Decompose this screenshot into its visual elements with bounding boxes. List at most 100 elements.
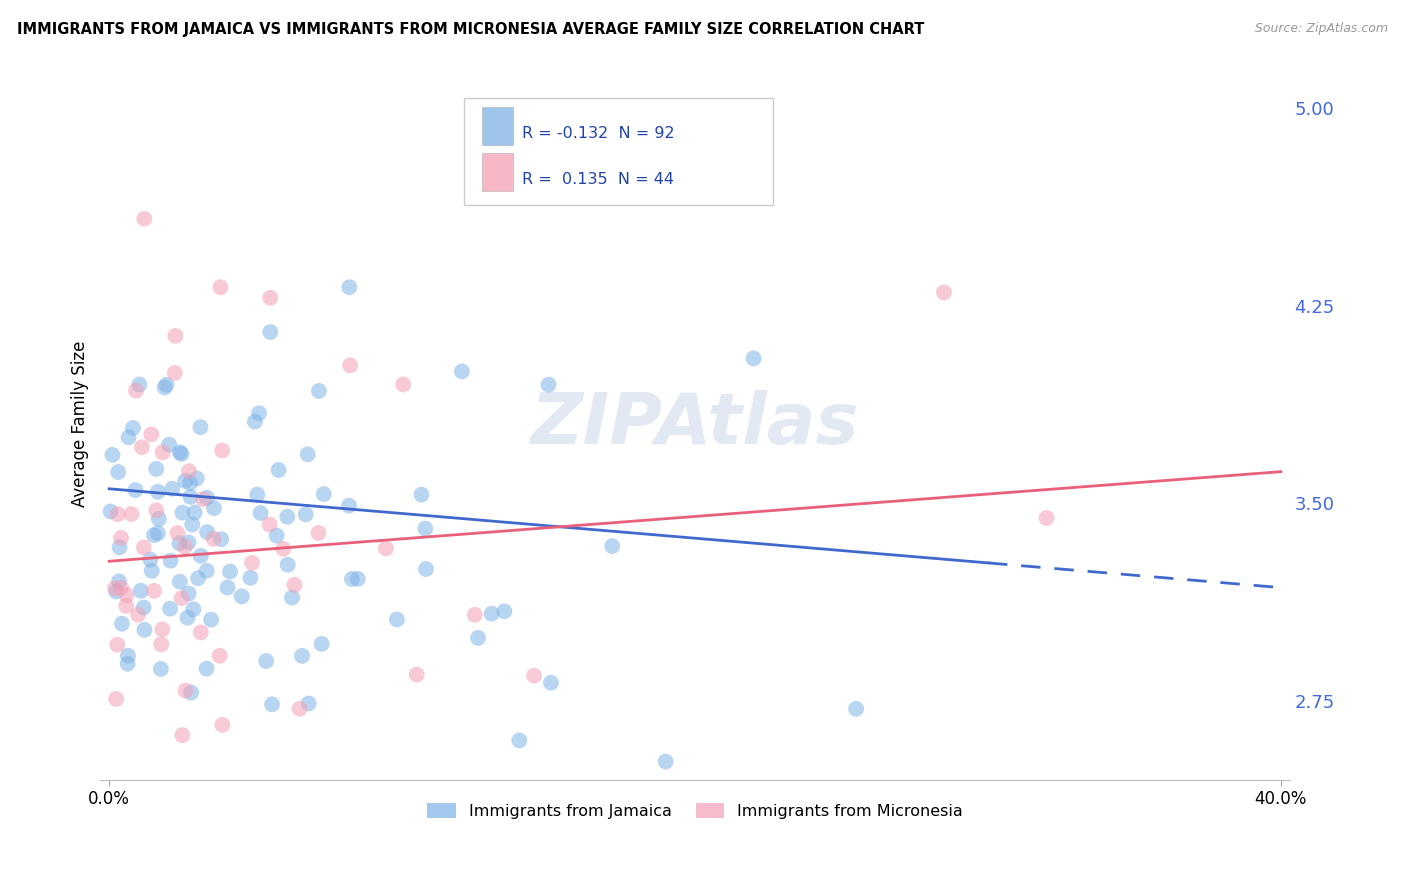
Point bbox=[281, 591, 304, 605]
Point bbox=[157, 438, 180, 452]
Point bbox=[260, 698, 283, 712]
Point bbox=[124, 483, 146, 497]
Point bbox=[134, 623, 156, 637]
Point bbox=[125, 384, 148, 398]
Point bbox=[346, 572, 368, 586]
Point bbox=[195, 564, 218, 578]
Point bbox=[105, 692, 128, 706]
Point bbox=[508, 733, 530, 747]
Point bbox=[267, 463, 290, 477]
Point bbox=[115, 588, 138, 602]
Text: Source: ZipAtlas.com: Source: ZipAtlas.com bbox=[1254, 22, 1388, 36]
Point bbox=[202, 501, 225, 516]
Point bbox=[246, 488, 269, 502]
Point bbox=[176, 610, 198, 624]
Point bbox=[195, 524, 218, 539]
Point bbox=[105, 638, 128, 652]
Point bbox=[297, 447, 319, 461]
Legend: Immigrants from Jamaica, Immigrants from Micronesia: Immigrants from Jamaica, Immigrants from… bbox=[420, 797, 969, 825]
Point bbox=[163, 366, 186, 380]
Point bbox=[374, 541, 396, 556]
Point bbox=[159, 554, 181, 568]
Point bbox=[415, 562, 437, 576]
Point bbox=[100, 504, 122, 518]
Point bbox=[148, 512, 170, 526]
Point bbox=[298, 697, 321, 711]
Point bbox=[190, 420, 212, 434]
Point bbox=[183, 506, 205, 520]
Point bbox=[411, 488, 433, 502]
Point bbox=[186, 471, 208, 485]
Point bbox=[110, 581, 132, 595]
Text: R = -0.132  N = 92: R = -0.132 N = 92 bbox=[522, 127, 675, 142]
Point bbox=[150, 623, 173, 637]
Point bbox=[190, 549, 212, 563]
Point bbox=[107, 507, 129, 521]
Point bbox=[108, 540, 131, 554]
Point bbox=[405, 667, 427, 681]
Point bbox=[152, 445, 174, 459]
Point bbox=[117, 648, 139, 663]
Y-axis label: Average Family Size: Average Family Size bbox=[72, 341, 89, 508]
Point bbox=[146, 484, 169, 499]
Point bbox=[191, 492, 214, 507]
Point bbox=[277, 558, 299, 572]
Point bbox=[294, 508, 316, 522]
Point bbox=[108, 574, 131, 589]
Text: R =  0.135  N = 44: R = 0.135 N = 44 bbox=[522, 171, 673, 186]
Point bbox=[266, 528, 288, 542]
Point bbox=[129, 583, 152, 598]
Point bbox=[172, 728, 194, 742]
Point bbox=[247, 406, 270, 420]
Point bbox=[288, 702, 311, 716]
Point bbox=[337, 280, 360, 294]
Point bbox=[209, 532, 232, 546]
Point bbox=[107, 465, 129, 479]
Point bbox=[165, 329, 187, 343]
Point bbox=[110, 531, 132, 545]
Point bbox=[523, 668, 546, 682]
Point bbox=[464, 607, 486, 622]
Point bbox=[254, 654, 277, 668]
Point bbox=[249, 806, 271, 821]
Point bbox=[145, 462, 167, 476]
Point bbox=[200, 613, 222, 627]
Point bbox=[132, 600, 155, 615]
Point bbox=[117, 657, 139, 671]
Point bbox=[149, 662, 172, 676]
Point bbox=[600, 539, 623, 553]
Point bbox=[467, 631, 489, 645]
Point bbox=[494, 604, 516, 618]
Point bbox=[540, 675, 562, 690]
Point bbox=[217, 581, 239, 595]
Point bbox=[312, 487, 335, 501]
Point bbox=[169, 574, 191, 589]
Point bbox=[139, 552, 162, 566]
Point bbox=[240, 556, 263, 570]
Text: IMMIGRANTS FROM JAMAICA VS IMMIGRANTS FROM MICRONESIA AVERAGE FAMILY SIZE CORREL: IMMIGRANTS FROM JAMAICA VS IMMIGRANTS FR… bbox=[17, 22, 924, 37]
Point bbox=[121, 507, 143, 521]
Point bbox=[249, 506, 271, 520]
Point bbox=[195, 662, 218, 676]
Point bbox=[104, 582, 127, 596]
Point bbox=[308, 525, 330, 540]
Point bbox=[169, 536, 191, 550]
Point bbox=[337, 499, 360, 513]
Point bbox=[127, 607, 149, 622]
Point bbox=[170, 447, 193, 461]
Point bbox=[166, 526, 188, 541]
Point bbox=[1035, 511, 1057, 525]
Point bbox=[101, 448, 124, 462]
Point bbox=[190, 625, 212, 640]
Point bbox=[392, 377, 415, 392]
Point bbox=[291, 648, 314, 663]
Point bbox=[259, 517, 281, 532]
Point bbox=[845, 702, 868, 716]
Point bbox=[146, 526, 169, 541]
Point bbox=[183, 602, 205, 616]
Point bbox=[219, 565, 242, 579]
Point bbox=[537, 377, 560, 392]
Point bbox=[311, 637, 333, 651]
Text: ZIPAtlas: ZIPAtlas bbox=[530, 390, 859, 458]
Point bbox=[451, 364, 474, 378]
